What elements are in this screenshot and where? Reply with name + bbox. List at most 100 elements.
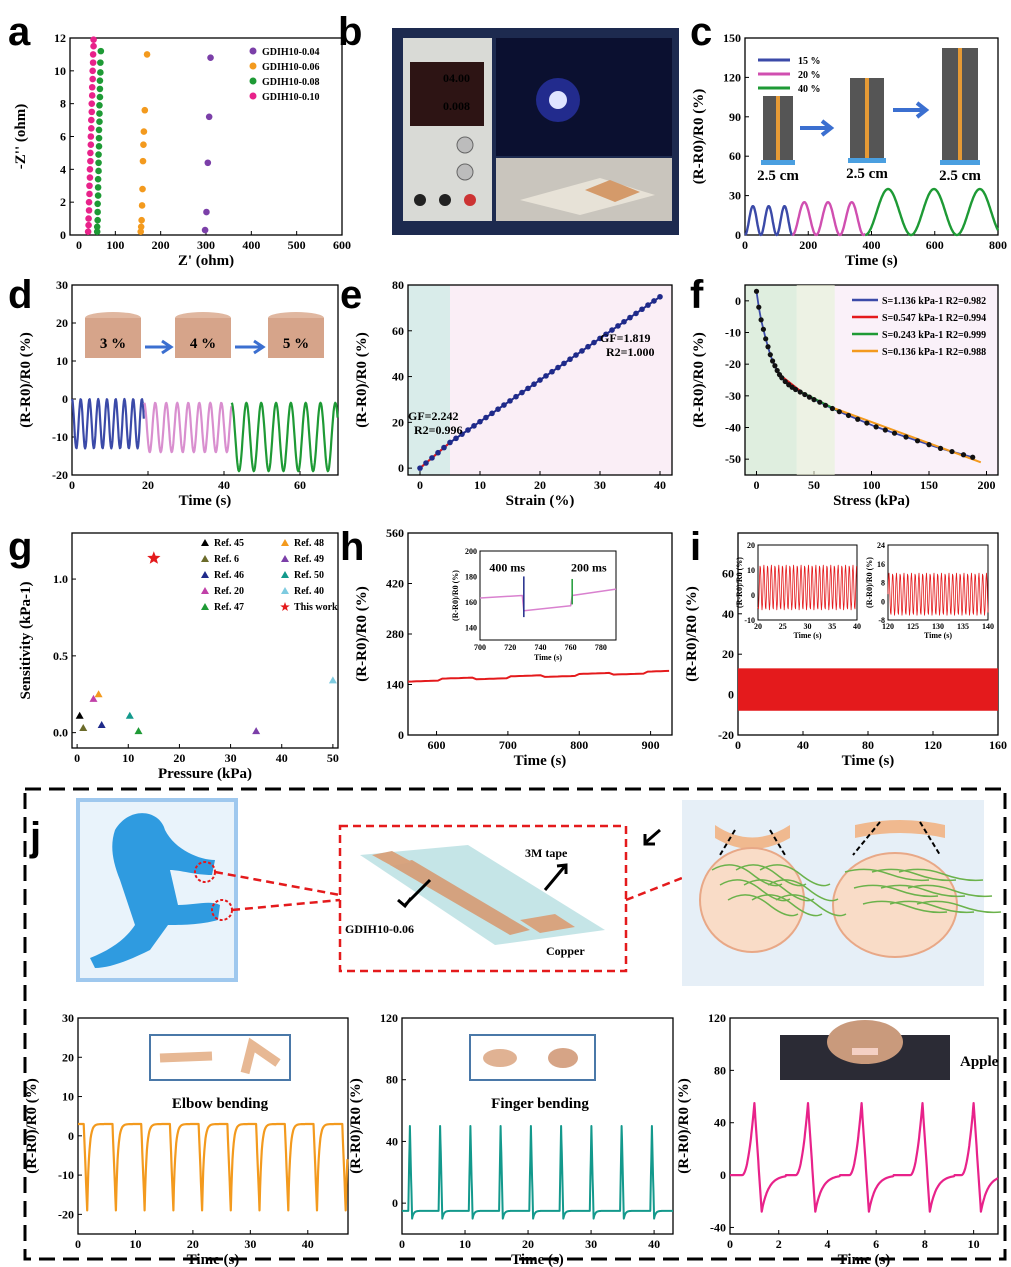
inset-y-tick: 0 — [751, 591, 755, 600]
data-point — [441, 444, 447, 451]
inset-x-tick: 760 — [565, 643, 577, 652]
series-line — [407, 669, 670, 683]
legend-entry: 20 % — [798, 70, 821, 81]
data-point — [95, 143, 103, 150]
y-tick-label: 12 — [54, 31, 66, 45]
arm-straight-icon — [159, 1051, 213, 1063]
data-point — [525, 385, 531, 392]
legend-entry: Ref. 46 — [214, 570, 244, 581]
fiber-network — [711, 864, 783, 887]
x-tick-label: 80 — [862, 738, 874, 752]
triangle-marker — [97, 720, 106, 728]
inset-y-tick: 10 — [747, 566, 755, 575]
data-point — [937, 445, 944, 451]
inset-x-label: Time (s) — [793, 631, 821, 640]
data-point — [89, 67, 96, 75]
y-tick-label: -40 — [710, 1220, 726, 1234]
fiber-network — [907, 884, 993, 898]
data-point — [760, 326, 767, 332]
terminal-icon — [439, 194, 451, 206]
x-tick-label: 400 — [863, 238, 881, 252]
data-point — [765, 344, 771, 350]
fiber-network — [735, 864, 807, 887]
shaded-region — [745, 285, 797, 475]
triangle-marker — [134, 727, 143, 735]
x-tick-label: 20 — [187, 1237, 199, 1251]
data-point — [88, 108, 96, 116]
x-tick-label: 200 — [152, 238, 170, 252]
legend-entry: Ref. 49 — [294, 554, 324, 565]
annotation: 200 ms — [571, 560, 607, 574]
x-tick-label: 40 — [276, 751, 288, 765]
data-point — [567, 356, 573, 363]
x-axis-label: Time (s) — [838, 1252, 891, 1267]
data-point — [453, 435, 459, 442]
panel-label-c: c — [690, 10, 712, 54]
x-tick-label: 200 — [978, 478, 996, 492]
panel-label-i: i — [690, 525, 701, 569]
x-tick-label: 40 — [797, 738, 809, 752]
legend-marker — [281, 587, 289, 594]
x-tick-label: 0 — [417, 478, 423, 492]
arrow-icon — [543, 863, 568, 891]
data-point — [85, 215, 92, 222]
data-point — [139, 185, 146, 193]
x-tick-label: 0 — [735, 738, 741, 752]
legend-marker — [201, 587, 209, 594]
series-line — [791, 200, 867, 237]
fiber-network — [719, 879, 791, 902]
inset-y-tick: 0 — [881, 597, 885, 606]
x-tick-label: 500 — [288, 238, 306, 252]
led-icon — [549, 91, 567, 109]
fiber-network — [743, 879, 815, 902]
terminal-icon — [414, 194, 426, 206]
data-point — [96, 110, 103, 117]
data-point — [95, 167, 102, 175]
data-point — [763, 336, 769, 342]
data-point — [94, 216, 101, 224]
data-point — [591, 339, 597, 346]
y-tick-label: 0 — [735, 294, 741, 308]
data-point — [86, 166, 94, 173]
inset-chart: 700 720 740 760 780 140 160 180 200 400 ms 200 ms (… — [451, 547, 617, 662]
x-axis-label: Stress (kPa) — [833, 493, 910, 509]
data-point — [203, 208, 210, 216]
legend-entry: Ref. 20 — [214, 586, 244, 597]
y-tick-label: 30 — [729, 189, 741, 203]
data-point — [86, 174, 94, 181]
x-tick-label: 40 — [218, 478, 230, 492]
inset-x-tick: 740 — [534, 643, 546, 652]
inset-x-tick: 25 — [779, 622, 787, 631]
data-point — [94, 192, 102, 199]
inset-y-label: (R-R0)/R0 (%) — [735, 557, 744, 608]
hand-bent-icon — [548, 1048, 578, 1068]
y-tick-label: 120 — [708, 1011, 726, 1025]
data-point — [949, 448, 955, 455]
cylinder-body — [175, 318, 231, 358]
fiber-network — [844, 868, 930, 882]
data-point — [435, 449, 441, 456]
y-tick-label: 80 — [392, 278, 404, 292]
legend-entry: Ref. 45 — [214, 538, 244, 549]
shaded-region — [408, 285, 450, 475]
x-axis-label: Time (s) — [511, 1252, 564, 1267]
y-tick-label: 2 — [60, 195, 66, 209]
data-point — [141, 106, 149, 114]
y-tick-label: 0 — [392, 1196, 398, 1210]
data-point — [138, 202, 146, 209]
tape-label: 3M tape — [525, 846, 568, 860]
data-point — [891, 430, 898, 436]
data-point — [477, 418, 483, 425]
legend-marker — [201, 603, 209, 610]
strain-label: 5 % — [283, 336, 309, 352]
strain-label: 3 % — [100, 336, 126, 352]
data-point — [774, 367, 780, 374]
y-tick-label: -20 — [52, 468, 68, 482]
legend-entry: GDIH10-0.10 — [262, 92, 320, 103]
x-tick-label: 40 — [648, 1237, 660, 1251]
strain-label: 4 % — [190, 336, 216, 352]
data-point — [864, 420, 870, 426]
data-point — [537, 377, 543, 383]
x-tick-label: 160 — [989, 738, 1007, 752]
zoom-circle — [832, 852, 958, 958]
